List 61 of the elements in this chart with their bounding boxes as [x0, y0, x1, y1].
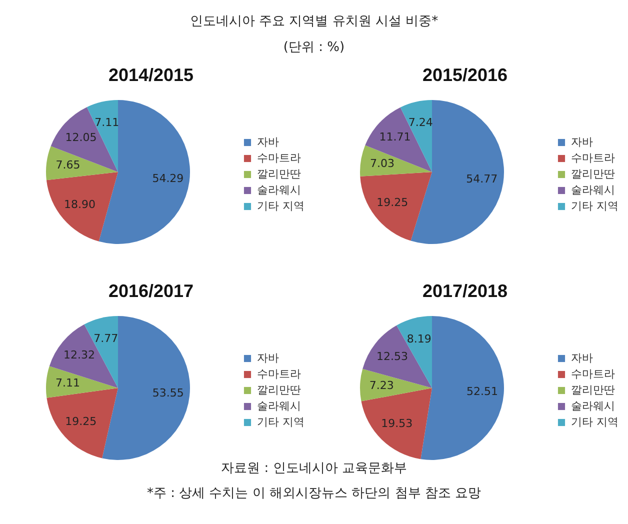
data-label: 19.53 — [381, 417, 413, 430]
pie-slice — [50, 107, 118, 172]
pie-slice — [46, 172, 118, 242]
legend-label: 기타 지역 — [571, 200, 618, 212]
pie-slice — [360, 368, 432, 402]
legend-label: 수마트라 — [257, 152, 301, 164]
text: 인도네시아 주요 지역별 유치원 시설 비중* — [188, 14, 440, 30]
legend-label: 기타 지역 — [257, 416, 304, 428]
chart-title: 2017/2018 — [422, 281, 508, 301]
legend-label: 자바 — [257, 136, 279, 148]
legend-label: 깔리만딴 — [257, 168, 301, 180]
data-label: 19.25 — [376, 196, 408, 210]
data-label: 8.19 — [406, 332, 432, 346]
data-label: 19.25 — [65, 415, 97, 428]
data-label: 53.55 — [152, 386, 184, 400]
text: *주 : 상세 수치는 이 해외시장뉴스 하단의 첨부 참조 요망 — [146, 486, 482, 502]
data-label: 12.05 — [65, 130, 97, 144]
legend-label: 수마트라 — [571, 368, 615, 380]
legend-label: 수마트라 — [571, 152, 615, 164]
text: 자료원 : 인도네시아 교육문화부 — [220, 461, 408, 477]
legend-label: 기타 지역 — [571, 416, 618, 428]
legend-label: 기타 지역 — [257, 200, 304, 212]
legend-label: 자바 — [257, 352, 279, 364]
pie-slice — [46, 146, 118, 180]
legend-label: 자바 — [571, 352, 593, 364]
data-label: 52.51 — [466, 384, 498, 398]
data-label: 12.53 — [376, 350, 408, 363]
data-label: 54.29 — [152, 172, 184, 185]
pie-slice — [362, 325, 432, 388]
legend-label: 깔리만딴 — [571, 384, 615, 396]
data-label: 7.23 — [369, 378, 394, 392]
legend-label: 깔리만딴 — [257, 384, 301, 396]
legend-label: 술라웨시 — [571, 184, 615, 196]
data-label: 12.32 — [64, 348, 96, 362]
data-label: 7.65 — [56, 158, 80, 172]
data-label: 7.24 — [408, 116, 433, 129]
data-label: 54.77 — [466, 172, 498, 186]
data-label: 7.77 — [94, 332, 118, 346]
legend-label: 술라웨시 — [257, 400, 301, 412]
pie-slice — [361, 388, 432, 460]
legend-label: 수마트라 — [257, 368, 301, 380]
legend-label: 자바 — [571, 136, 593, 148]
pie-slice — [46, 388, 118, 458]
text: (단위 : %) — [282, 40, 346, 56]
chart-title: 2015/2016 — [422, 65, 508, 85]
data-label: 7.03 — [370, 157, 394, 170]
pie-slice — [410, 100, 504, 244]
pie-slice — [46, 366, 118, 398]
pie-slice — [360, 145, 432, 176]
pie-slice — [49, 324, 118, 388]
data-label: 7.11 — [94, 116, 120, 129]
data-label: 18.90 — [64, 198, 96, 211]
legend-label: 술라웨시 — [257, 184, 301, 196]
legend-label: 깔리만딴 — [571, 168, 615, 180]
chart-title: 2014/2015 — [108, 65, 194, 85]
data-label: 7.11 — [56, 376, 80, 390]
pie-slice — [360, 172, 432, 241]
chart-title: 2016/2017 — [108, 281, 194, 301]
legend-label: 술라웨시 — [571, 400, 615, 412]
data-label: 11.71 — [379, 130, 411, 144]
pie-slice — [365, 107, 432, 172]
